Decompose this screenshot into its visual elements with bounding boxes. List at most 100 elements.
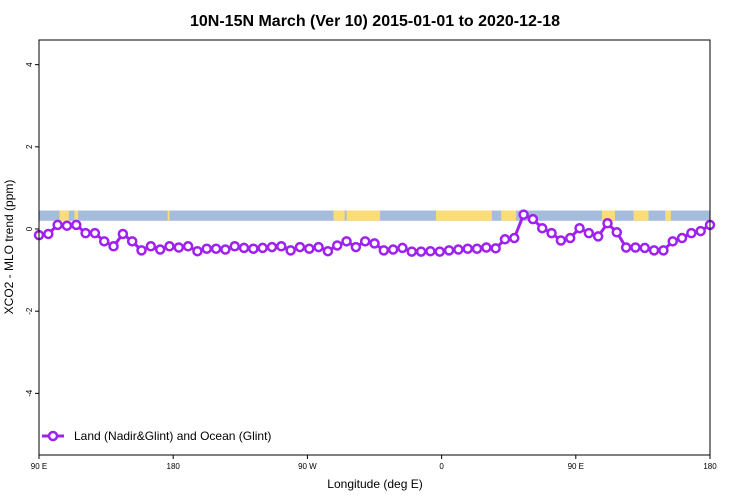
data-point bbox=[276, 241, 287, 252]
data-point bbox=[546, 227, 557, 239]
data-point bbox=[313, 241, 324, 253]
data-point bbox=[518, 209, 529, 220]
data-point bbox=[555, 235, 567, 246]
data-point bbox=[676, 232, 688, 244]
x-tick-label: 0 bbox=[439, 462, 444, 471]
chart-title: 10N-15N March (Ver 10) 2015-01-01 to 202… bbox=[190, 13, 560, 30]
data-point bbox=[43, 228, 54, 240]
data-point bbox=[201, 243, 212, 254]
land-patch bbox=[59, 210, 69, 221]
land-patch bbox=[333, 210, 345, 221]
data-point bbox=[98, 236, 110, 247]
data-point bbox=[359, 236, 371, 247]
legend: Land (Nadir&Glint) and Ocean (Glint) bbox=[42, 429, 271, 443]
data-point bbox=[462, 243, 473, 254]
data-point bbox=[220, 244, 231, 255]
data-point bbox=[397, 242, 408, 254]
legend-label: Land (Nadir&Glint) and Ocean (Glint) bbox=[74, 429, 271, 443]
data-point bbox=[592, 231, 604, 242]
data-point bbox=[639, 242, 651, 254]
data-point bbox=[145, 241, 157, 252]
data-point bbox=[173, 242, 185, 253]
data-point bbox=[583, 227, 595, 239]
data-point bbox=[182, 241, 194, 252]
data-point bbox=[620, 242, 632, 253]
data-point bbox=[630, 242, 641, 253]
x-axis-label: Longitude (deg E) bbox=[327, 477, 422, 491]
data-point bbox=[210, 243, 222, 254]
data-point bbox=[238, 242, 250, 254]
data-point bbox=[154, 244, 166, 255]
data-point bbox=[564, 232, 576, 244]
data-point bbox=[686, 227, 697, 239]
data-point bbox=[415, 246, 427, 257]
data-point bbox=[89, 227, 101, 239]
data-point bbox=[164, 241, 175, 252]
data-point bbox=[304, 243, 315, 254]
data-point bbox=[341, 236, 352, 247]
data-point bbox=[471, 243, 483, 254]
land-patch bbox=[436, 210, 492, 221]
data-point bbox=[285, 245, 296, 256]
data-point bbox=[80, 227, 91, 239]
data-point bbox=[695, 225, 706, 237]
data-point bbox=[248, 243, 259, 254]
data-point bbox=[509, 232, 520, 244]
data-point bbox=[71, 219, 82, 231]
land-patch bbox=[74, 210, 79, 221]
x-tick-label: 90 W bbox=[298, 462, 317, 471]
data-point bbox=[648, 245, 660, 256]
data-point bbox=[229, 241, 240, 252]
land-patch bbox=[346, 210, 381, 221]
y-axis: -4 -2 0 2 4 bbox=[25, 62, 39, 397]
y-tick-label: 0 bbox=[25, 226, 34, 231]
data-point bbox=[294, 241, 306, 253]
data-point bbox=[61, 220, 73, 231]
data-point bbox=[611, 227, 623, 238]
data-point bbox=[658, 245, 669, 256]
data-point bbox=[667, 236, 678, 247]
series-layer bbox=[33, 209, 716, 257]
data-point bbox=[108, 241, 119, 252]
data-point bbox=[574, 222, 585, 234]
data-point bbox=[331, 240, 343, 251]
land-patch bbox=[167, 210, 170, 221]
data-point bbox=[602, 218, 613, 229]
data-point bbox=[481, 242, 492, 253]
legend-marker bbox=[47, 430, 59, 442]
land-patches bbox=[59, 210, 671, 221]
y-tick-label: 2 bbox=[25, 144, 34, 149]
data-point bbox=[266, 241, 278, 253]
data-point bbox=[322, 245, 334, 257]
data-point bbox=[425, 245, 436, 257]
data-point bbox=[387, 244, 399, 255]
land-ocean-map-strip bbox=[39, 210, 710, 221]
data-point bbox=[434, 246, 445, 257]
land-patch bbox=[601, 210, 615, 221]
data-point bbox=[192, 245, 203, 257]
x-tick-label: 90 E bbox=[31, 462, 47, 471]
land-patch bbox=[633, 210, 649, 221]
data-point bbox=[406, 246, 418, 257]
x-tick-label: 180 bbox=[703, 462, 717, 471]
data-point bbox=[52, 219, 63, 231]
y-tick-label: 4 bbox=[25, 62, 34, 67]
land-patch bbox=[665, 210, 671, 221]
y-tick-label: -2 bbox=[25, 307, 34, 315]
data-point bbox=[350, 241, 362, 253]
x-tick-label: 90 E bbox=[568, 462, 584, 471]
data-point bbox=[499, 234, 511, 245]
data-point bbox=[369, 238, 380, 249]
x-axis: 90 E 180 90 W 0 90 E 180 bbox=[31, 455, 717, 471]
data-point bbox=[443, 245, 455, 256]
data-point bbox=[117, 228, 129, 240]
data-point bbox=[136, 245, 147, 256]
x-tick-label: 180 bbox=[167, 462, 181, 471]
y-axis-label: XCO2 - MLO trend (ppm) bbox=[2, 180, 16, 315]
data-point bbox=[490, 243, 501, 254]
data-point bbox=[378, 245, 390, 256]
y-tick-label: -4 bbox=[25, 389, 34, 397]
data-point bbox=[257, 242, 268, 254]
data-point bbox=[126, 236, 138, 247]
land-patch bbox=[501, 210, 517, 221]
